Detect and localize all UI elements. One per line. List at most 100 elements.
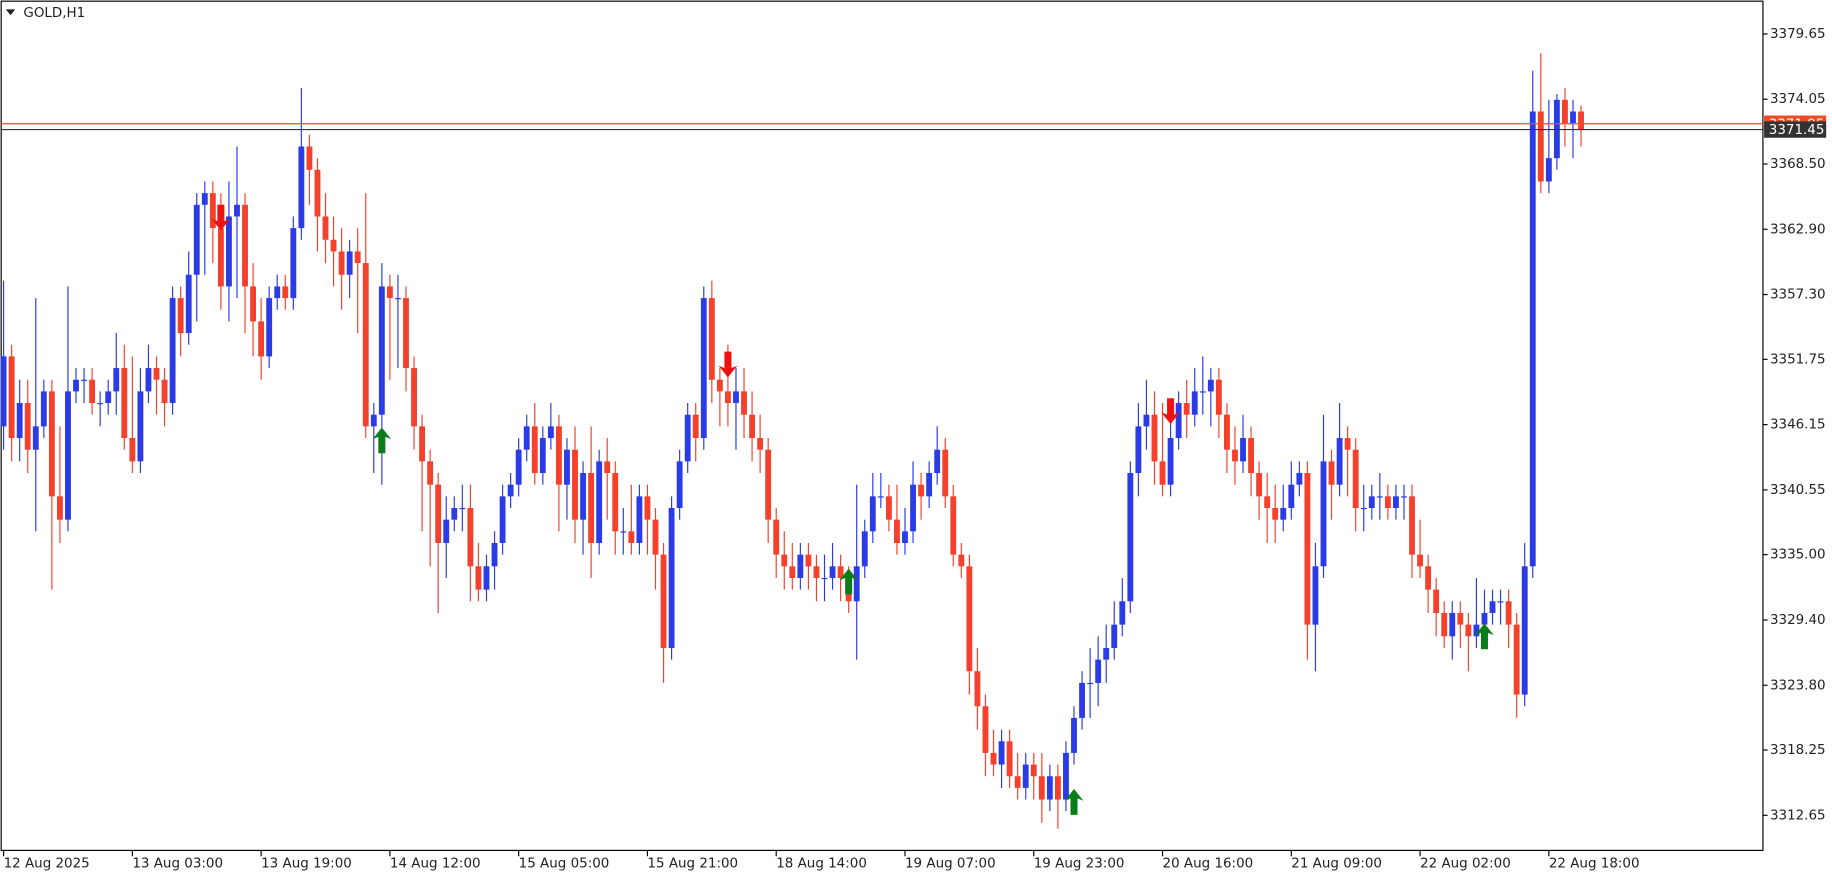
candle-body [797,554,804,578]
candle-body [1545,158,1552,182]
sell-arrow [718,351,738,378]
candle-body [1248,438,1254,474]
candle-body [564,449,570,485]
candle-body [105,391,112,404]
candle-body [378,286,385,415]
candle-body [121,368,128,439]
candle-body [185,274,192,334]
x-tick-label: 15 Aug 21:00 [647,856,738,871]
candle-body [1223,414,1230,450]
candle-body [73,379,79,392]
candle-body [1030,764,1037,777]
price-label: 3371.45 [1769,123,1825,138]
y-tick-label: 3357.30 [1770,288,1826,303]
candle-body [547,426,554,439]
candle-body [1368,496,1375,509]
candle-body [1087,682,1094,685]
candle-body [1457,612,1464,625]
candle-body [314,169,321,217]
candle-body [1529,111,1536,567]
candle-body [250,286,257,322]
candle-body [1384,496,1391,509]
candle-body [1537,111,1544,182]
candle-body [861,531,868,567]
candle-body [217,228,224,287]
candle-body [926,473,933,497]
candle-body [918,484,925,497]
candle-body [411,368,417,427]
candle-body [1521,566,1528,695]
buy-arrow [1064,789,1084,815]
candle-body [1054,776,1061,800]
y-tick-label: 3318.25 [1770,743,1826,758]
candle-body [773,519,780,555]
candle-body [1143,414,1150,427]
sell-arrow [211,204,231,231]
candle-body [193,204,200,275]
candle-body [877,496,884,498]
candle-body [910,484,916,532]
candle-body [652,519,659,555]
candle-body [1095,659,1102,683]
candle-body [1256,473,1263,497]
candle-body [869,496,876,532]
candle-body [789,566,796,578]
x-tick-label: 19 Aug 07:00 [905,856,996,871]
candle-body [684,414,691,462]
plot-frame [0,0,1764,851]
candle-body [813,566,820,578]
candle-body [1151,414,1158,462]
candle-body [362,263,369,427]
candle-body [612,473,619,532]
candle-body [1119,601,1126,625]
candle-body [161,379,168,404]
candle-body [636,496,643,543]
candle-body [660,554,667,648]
candle-body [274,286,281,299]
candle-body [604,461,611,474]
candle-body [950,496,957,555]
candle-body [708,298,715,380]
candle-body [1425,566,1432,590]
candle-body [894,519,900,543]
candle-body [1505,601,1512,625]
y-tick-label: 3379.65 [1770,27,1826,42]
candle-body [507,484,514,497]
candle-body [1441,612,1448,637]
candle-body [1473,624,1480,637]
candle-body [1022,764,1029,788]
candle-body [209,193,216,229]
candle-body [885,496,892,520]
candle-body [419,426,426,462]
candle-body [113,368,120,392]
candle-body [0,356,7,427]
candle-body [234,204,240,217]
candle-body [48,391,55,497]
candle-body [990,752,997,765]
candle-body [1006,741,1013,777]
candle-body [1288,484,1295,509]
candle-body [1264,496,1271,509]
candle-body [1513,624,1520,695]
y-tick-label: 3362.90 [1770,222,1826,237]
candle-body [427,461,434,485]
candle-body [89,379,96,404]
candle-body [137,391,144,462]
candle-body [765,449,772,520]
x-tick-label: 13 Aug 19:00 [261,856,352,871]
y-tick-label: 3340.55 [1770,483,1826,498]
candle-body [97,403,104,405]
candle-body [555,426,562,485]
candle-body [1207,379,1214,392]
candle-body [1304,473,1311,625]
candle-body [1135,426,1142,474]
candle-body [805,554,812,567]
candles [0,53,1584,829]
candle-body [620,531,627,533]
candle-body [298,146,305,229]
menu-triangle[interactable] [5,9,16,16]
candle-body [974,671,981,707]
y-tick-label: 3368.50 [1770,157,1826,172]
y-tick-label: 3312.65 [1770,808,1826,823]
